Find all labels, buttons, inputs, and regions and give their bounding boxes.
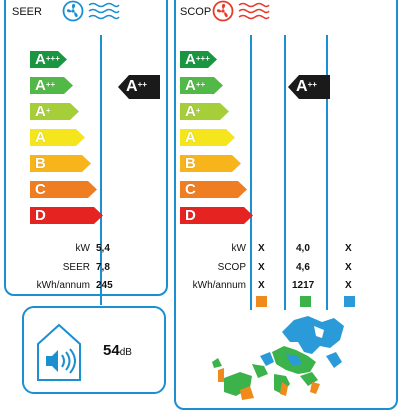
cool-spec-label-seer: SEER [62, 262, 90, 273]
heating-class-label: B [185, 155, 196, 172]
cooling-class-label: D [35, 207, 46, 224]
cooling-class-bar: A+++ [30, 51, 67, 68]
heat-spec-label-kwh: kWh/annum [192, 280, 246, 291]
warm-air-waves-icon [238, 2, 270, 25]
heating-class-bar: A+ [180, 103, 229, 120]
noise-level: 54dB [103, 342, 132, 359]
cooling-class-label: A+++ [35, 51, 60, 68]
heating-class-label: A [185, 129, 196, 146]
cooling-class-bar: A+ [30, 103, 79, 120]
cooling-class-label: B [35, 155, 46, 172]
heating-class-label: D [185, 207, 196, 224]
cooling-class-label: A++ [35, 77, 56, 94]
heat-spec-kwh-col2: 1217 [292, 280, 315, 291]
heating-rating-arrow: A++ [288, 75, 330, 99]
fan-icon-heating [212, 0, 234, 27]
heat-spec-kwh-col1: X [258, 280, 265, 291]
noise-value: 54 [103, 342, 120, 359]
heating-class-label: C [185, 181, 196, 198]
europe-climate-map [212, 312, 362, 405]
cooling-rating-arrow: A++ [118, 75, 160, 99]
heat-spec-label-kw: kW [231, 243, 246, 254]
heating-divider-2 [284, 35, 286, 310]
heating-panel [174, 0, 398, 410]
heating-rating-value: A++ [296, 78, 317, 95]
heating-class-label: A+ [185, 103, 201, 120]
cool-spec-value-seer: 7,8 [96, 262, 110, 273]
cool-spec-value-kwh: 245 [96, 280, 113, 291]
heat-spec-kw-col3: X [345, 243, 352, 254]
house-speaker-icon [36, 322, 82, 387]
cooling-rating-value: A++ [126, 78, 147, 95]
heating-class-bar: B [180, 155, 241, 172]
fan-icon-cooling [62, 0, 84, 27]
scop-header-label: SCOP [180, 6, 212, 18]
cooling-class-bar: A [30, 129, 85, 146]
cooling-class-bar: D [30, 207, 103, 224]
cooling-panel [4, 0, 168, 296]
heat-spec-label-scop: SCOP [217, 262, 246, 273]
heating-divider-3 [326, 35, 328, 310]
cooling-divider [100, 35, 102, 305]
cool-spec-label-kwh: kWh/annum [36, 280, 90, 291]
heat-spec-kw-col2: 4,0 [296, 243, 310, 254]
cooling-class-label: A+ [35, 103, 51, 120]
cooling-class-bar: A++ [30, 77, 73, 94]
heating-class-bar: A [180, 129, 235, 146]
cooling-class-bar: B [30, 155, 91, 172]
heating-divider-1 [250, 35, 252, 310]
heat-spec-scop-col1: X [258, 262, 265, 273]
heating-class-bar: A+++ [180, 51, 217, 68]
cooling-class-label: C [35, 181, 46, 198]
heat-spec-kw-col1: X [258, 243, 265, 254]
heat-spec-scop-col3: X [345, 262, 352, 273]
cold-air-waves-icon [88, 2, 120, 25]
heating-class-bar: A++ [180, 77, 223, 94]
heating-class-label: A+++ [185, 51, 210, 68]
cool-spec-label-kw: kW [75, 243, 90, 254]
colder-zone-swatch [256, 296, 267, 307]
cool-spec-value-kw: 5,4 [96, 243, 110, 254]
seer-header-label: SEER [12, 6, 42, 18]
noise-unit: dB [119, 347, 132, 358]
heating-class-bar: D [180, 207, 253, 224]
cooling-class-bar: C [30, 181, 97, 198]
heating-class-label: A++ [185, 77, 206, 94]
heat-spec-scop-col2: 4,6 [296, 262, 310, 273]
heat-spec-kwh-col3: X [345, 280, 352, 291]
heating-class-bar: C [180, 181, 247, 198]
cooling-class-label: A [35, 129, 46, 146]
average-zone-swatch [300, 296, 311, 307]
warmer-zone-swatch [344, 296, 355, 307]
